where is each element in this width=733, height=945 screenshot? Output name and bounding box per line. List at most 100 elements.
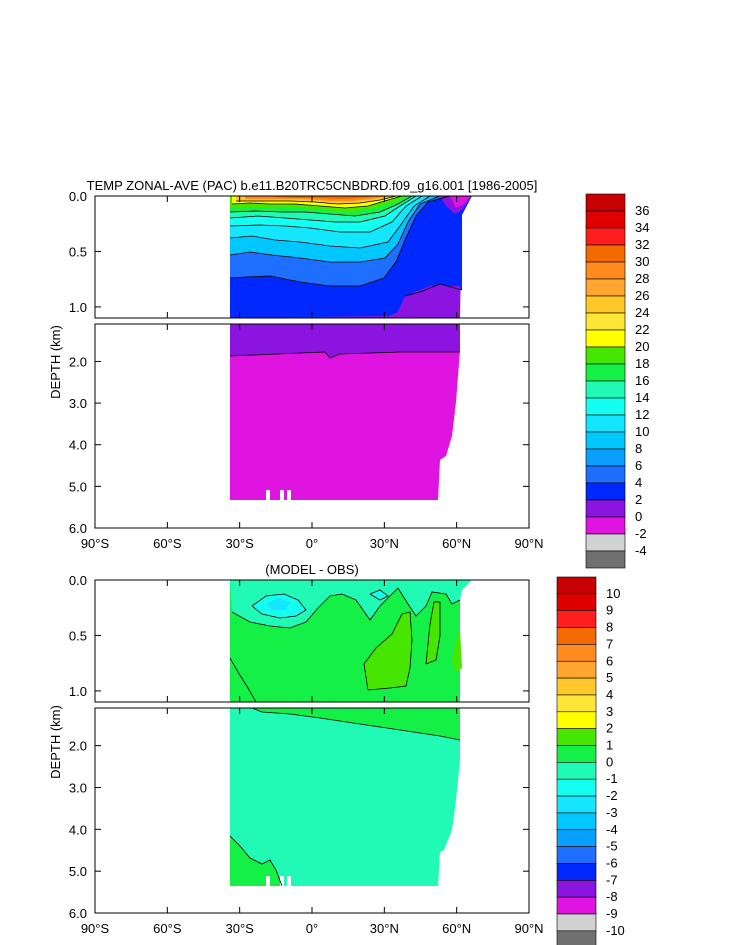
colorbar-swatch (585, 363, 626, 382)
diff-fill-plus1-b (426, 602, 440, 664)
colorbar-label: 32 (635, 237, 649, 252)
colorbar-label: -5 (606, 839, 618, 854)
temp-chart: TEMP ZONAL-AVE (PAC) b.e11.B20TRC5CNBDRD… (48, 178, 649, 569)
y-tick-label: 1.0 (69, 300, 87, 315)
x-tick-label: 30°N (370, 921, 399, 936)
x-tick-label: 90°S (81, 536, 110, 551)
colorbar-label: 14 (635, 390, 649, 405)
colorbar-label: 28 (635, 271, 649, 286)
y-tick-label: 3.0 (69, 396, 87, 411)
y-tick-label: 4.0 (69, 822, 87, 837)
temp-fill-deep-1 (230, 324, 460, 500)
diff-fill-minus2 (266, 598, 290, 610)
temp-upper-field (229, 196, 472, 318)
diff-fill-plus1-c (452, 630, 462, 672)
y-tick-label: 0.0 (69, 189, 87, 204)
colorbar-swatch (556, 762, 597, 780)
x-tick-label: 90°N (514, 921, 543, 936)
colorbar-swatch (556, 896, 597, 915)
colorbar-swatch (556, 644, 597, 662)
colorbar-swatch (585, 210, 626, 229)
colorbar-label: 30 (635, 254, 649, 269)
colorbar-label: 24 (635, 305, 649, 320)
x-tick-label: 30°S (225, 921, 254, 936)
colorbar-label: -2 (606, 788, 618, 803)
colorbar-swatch (585, 448, 626, 467)
y-tick-label: 5.0 (69, 864, 87, 879)
colorbar-swatch (585, 261, 626, 280)
colorbar-swatch (556, 863, 597, 881)
colorbar-swatch (585, 380, 626, 399)
colorbar-label: 8 (635, 441, 642, 456)
colorbar-swatch (585, 431, 626, 450)
colorbar-label: 3 (606, 704, 613, 719)
colorbar-label: 34 (635, 220, 649, 235)
colorbar-swatch (556, 593, 597, 611)
colorbar-swatch (585, 193, 626, 212)
colorbar-swatch (556, 829, 597, 847)
colorbar-swatch (585, 465, 626, 484)
colorbar-label: 5 (606, 670, 613, 685)
colorbar-swatch (556, 930, 597, 945)
colorbar-swatch (585, 295, 626, 314)
colorbar-label: -9 (606, 906, 618, 921)
colorbar-label: 20 (635, 339, 649, 354)
colorbar-label: 0 (606, 754, 613, 769)
colorbar-label: 10 (635, 424, 649, 439)
colorbar-swatch (556, 694, 597, 713)
colorbar-swatch (556, 627, 597, 645)
colorbar-label: 4 (606, 687, 613, 702)
y-tick-label: 5.0 (69, 479, 87, 494)
colorbar-swatch (585, 329, 626, 348)
colorbar-swatch (556, 846, 597, 864)
diff-lower-field (229, 708, 461, 887)
temp-lower-field (229, 324, 460, 500)
colorbar-swatch (585, 533, 626, 552)
colorbar-swatch (585, 312, 626, 331)
colorbar-label: -10 (606, 923, 625, 938)
colorbar-swatch (556, 576, 597, 595)
temp-ylabel: DEPTH (km) (48, 325, 63, 399)
temp-fill-29 (275, 196, 380, 199)
diff-upper-field (229, 580, 472, 702)
colorbar-label: -4 (635, 543, 647, 558)
diff-chart-title: (MODEL - OBS) (265, 562, 358, 577)
y-tick-label: 2.0 (69, 739, 87, 754)
diff-fill-plus-shelf (252, 708, 460, 740)
y-tick-label: 4.0 (69, 438, 87, 453)
colorbar-label: -7 (606, 872, 618, 887)
y-tick-label: 2.0 (69, 354, 87, 369)
colorbar-swatch (585, 499, 626, 518)
colorbar-swatch (556, 610, 597, 628)
colorbar-label: 6 (606, 653, 613, 668)
colorbar-label: -3 (606, 805, 618, 820)
temp-ticks: 90°S 60°S 30°S 0° 30°N 60°N 90°N 0.0 0.5 1.0 2.0 3.… (69, 189, 544, 551)
colorbar-label: 36 (635, 203, 649, 218)
y-tick-label: 6.0 (69, 906, 87, 921)
x-tick-label: 30°S (225, 536, 254, 551)
x-tick-label: 60°S (153, 921, 182, 936)
y-tick-label: 1.0 (69, 684, 87, 699)
colorbar-swatch (556, 812, 597, 831)
colorbar-swatch (556, 778, 597, 797)
colorbar-label: 9 (606, 603, 613, 618)
y-tick-label: 6.0 (69, 521, 87, 536)
colorbar-swatch (556, 677, 597, 696)
colorbar-swatch (585, 516, 626, 535)
x-tick-label: 90°S (81, 921, 110, 936)
colorbar-swatch (556, 745, 597, 763)
y-tick-label: 0.5 (69, 628, 87, 643)
colorbar-label: -2 (635, 526, 647, 541)
x-tick-label: 60°S (153, 536, 182, 551)
x-tick-label: 60°N (442, 921, 471, 936)
colorbar-label: -6 (606, 855, 618, 870)
diff-chart: (MODEL - OBS) (48, 562, 625, 945)
colorbar-label: 16 (635, 373, 649, 388)
y-tick-label: 3.0 (69, 780, 87, 795)
colorbar-swatch (585, 346, 626, 365)
colorbar-swatch (585, 482, 626, 501)
colorbar-label: 2 (635, 492, 642, 507)
x-tick-label: 0° (306, 921, 318, 936)
